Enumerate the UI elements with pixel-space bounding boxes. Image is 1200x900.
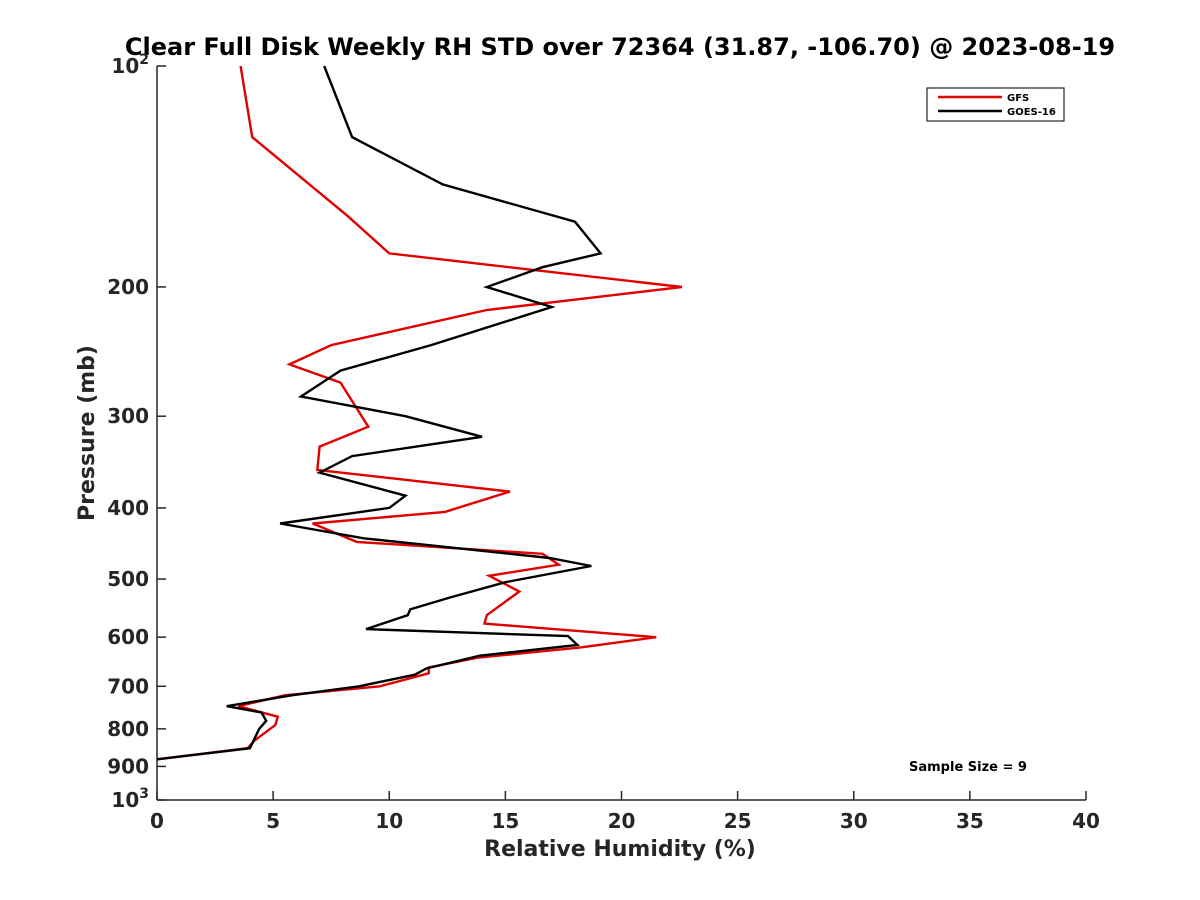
- y-tick-label: 900: [107, 754, 149, 778]
- y-tick-label: 400: [107, 496, 149, 520]
- y-tick-label: 102: [111, 52, 149, 78]
- x-tick-label: 0: [150, 809, 164, 833]
- y-tick-label: 103: [111, 786, 149, 812]
- legend-box: [926, 87, 1065, 122]
- legend: GFS GOES-16: [926, 87, 1065, 122]
- x-tick-label: 15: [491, 809, 519, 833]
- axes-group: 0 5 10 15 20 25 30 35 40 102 200 300 400 500 600 700 800…: [107, 52, 1100, 833]
- y-tick-label: 300: [107, 404, 149, 428]
- y-axis-label: Pressure (mb): [75, 345, 100, 521]
- x-axis-label: Relative Humidity (%): [484, 837, 756, 862]
- x-tick-label: 30: [840, 809, 868, 833]
- series-group: [156, 65, 683, 761]
- x-tick-label: 25: [724, 809, 752, 833]
- y-tick-label: 700: [107, 674, 149, 698]
- legend-label-goes-16: GOES-16: [1007, 107, 1056, 118]
- y-tick-label: 600: [107, 625, 149, 649]
- x-tick-label: 10: [375, 809, 403, 833]
- series-line-goes-16: [156, 65, 603, 761]
- y-tick-label: 800: [107, 717, 149, 741]
- x-tick-label: 5: [266, 809, 280, 833]
- x-tick-label: 20: [608, 809, 636, 833]
- chart-title: Clear Full Disk Weekly RH STD over 72364…: [125, 33, 1115, 61]
- sample-size-annotation: Sample Size = 9: [909, 760, 1027, 775]
- legend-label-gfs: GFS: [1007, 93, 1029, 104]
- x-tick-label: 40: [1072, 809, 1100, 833]
- y-tick-label: 500: [107, 567, 149, 591]
- x-tick-label: 35: [956, 809, 984, 833]
- y-tick-label: 200: [107, 275, 149, 299]
